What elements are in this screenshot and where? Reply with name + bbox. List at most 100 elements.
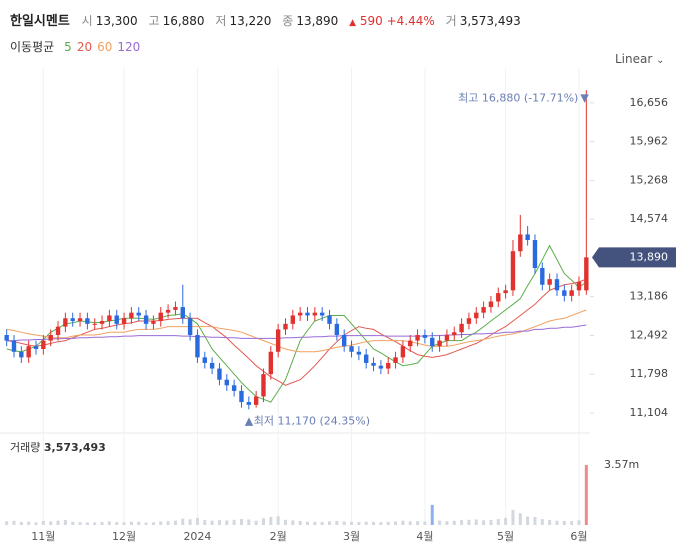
ma-line bbox=[6, 324, 587, 342]
candle-body bbox=[275, 329, 281, 352]
volume-bar bbox=[71, 521, 75, 525]
volume-bar bbox=[518, 513, 522, 525]
volume-bar bbox=[452, 520, 456, 525]
volume-bar bbox=[416, 521, 420, 525]
volume-bar bbox=[357, 522, 361, 525]
candle-body bbox=[496, 293, 501, 302]
y-tick-label: 16,656 bbox=[630, 96, 669, 109]
volume-bar bbox=[430, 504, 434, 525]
label: 종 bbox=[282, 14, 294, 28]
candle-body bbox=[85, 318, 90, 324]
volume-bar bbox=[232, 519, 236, 525]
legend-item[interactable]: 5 bbox=[64, 40, 72, 54]
volume-bar bbox=[203, 519, 207, 525]
candle-body bbox=[143, 315, 149, 324]
volume-bar bbox=[254, 520, 258, 525]
volume-bar bbox=[467, 519, 471, 525]
y-tick-label: 15,268 bbox=[630, 173, 669, 186]
candle-body bbox=[488, 301, 494, 308]
change-pct: +4.44% bbox=[386, 14, 435, 28]
legend-item[interactable]: 20 bbox=[76, 40, 93, 54]
candle-body bbox=[180, 307, 185, 319]
low-marker: ▲ bbox=[245, 414, 254, 427]
volume-bar bbox=[548, 519, 552, 525]
ma-line bbox=[6, 278, 587, 386]
candle-body bbox=[11, 340, 17, 352]
x-tick-label: 11월 bbox=[31, 530, 55, 543]
volume-bar bbox=[511, 509, 515, 525]
volume-bar bbox=[100, 521, 104, 525]
chevron: ⌄ bbox=[656, 55, 665, 66]
candle-body bbox=[129, 312, 134, 319]
candle-body bbox=[151, 321, 156, 324]
y-tick-label: 13,186 bbox=[630, 290, 669, 303]
candle-body bbox=[33, 346, 39, 349]
candle-body bbox=[99, 321, 105, 324]
open: 13,300 bbox=[95, 14, 138, 28]
volume-bar bbox=[27, 521, 31, 525]
candle-body bbox=[459, 323, 464, 333]
volume-title: 거래량 bbox=[10, 441, 40, 454]
candle-body bbox=[283, 323, 288, 330]
candle-body bbox=[4, 335, 9, 341]
price-tag bbox=[592, 247, 676, 268]
volume-bar bbox=[247, 519, 251, 525]
candle-body bbox=[114, 315, 119, 324]
volume-bar bbox=[93, 522, 97, 525]
volume-total: 3,573,493 bbox=[44, 441, 106, 454]
x-tick-label: 3월 bbox=[343, 530, 360, 543]
y-tick-label: 11,798 bbox=[630, 367, 669, 380]
candle-body bbox=[305, 312, 310, 316]
volume-bar bbox=[445, 521, 449, 525]
candle-body bbox=[356, 351, 362, 355]
volume-bar bbox=[63, 519, 67, 525]
volume-bar bbox=[401, 520, 405, 525]
scale-mode-label: Linear bbox=[615, 52, 653, 66]
y-tick-label: 12,492 bbox=[630, 328, 669, 341]
ma-legend[interactable]: 이동평균 5 20 60 120 bbox=[10, 38, 140, 55]
scale-mode[interactable]: Linear ⌄ bbox=[615, 52, 665, 66]
candle-body bbox=[400, 346, 406, 358]
volume-bar bbox=[526, 516, 530, 525]
candle-body bbox=[334, 323, 340, 336]
candle-body bbox=[474, 312, 479, 319]
label: 거 bbox=[445, 14, 457, 28]
volume-bar bbox=[460, 520, 464, 525]
volume-bar bbox=[283, 519, 287, 525]
volume-bar bbox=[577, 520, 581, 525]
candle-body bbox=[268, 351, 274, 375]
candle-body bbox=[319, 312, 325, 316]
legend-title: 이동평균 bbox=[10, 40, 55, 54]
volume-bar bbox=[34, 522, 38, 525]
legend-item[interactable]: 60 bbox=[97, 40, 113, 54]
volume-bar bbox=[85, 522, 89, 525]
high-annotation: 최고 16,880 (-17.71%) bbox=[458, 91, 578, 104]
volume-bar bbox=[56, 520, 60, 525]
x-tick-label: 6월 bbox=[570, 530, 587, 543]
volume-bar bbox=[408, 521, 412, 525]
volume-bar bbox=[342, 521, 346, 525]
volume-bar bbox=[298, 520, 302, 525]
candle-body bbox=[525, 234, 530, 241]
volume-bar bbox=[570, 521, 574, 525]
stock-name: 한일시멘트 bbox=[10, 14, 70, 29]
volume-bar bbox=[423, 521, 427, 525]
candle-body bbox=[312, 312, 318, 316]
candle-body bbox=[503, 290, 508, 294]
legend-item[interactable]: 120 bbox=[117, 40, 141, 54]
candle-body bbox=[158, 312, 163, 322]
up-arrow: ▲ bbox=[349, 18, 357, 28]
volume-bar bbox=[489, 519, 493, 525]
volume-bar bbox=[107, 521, 111, 525]
candle-body bbox=[92, 323, 97, 325]
volume-bar bbox=[291, 520, 295, 525]
candle-body bbox=[349, 346, 354, 352]
volume-tick-label: 3.57m bbox=[604, 458, 639, 471]
low-annotation: 최저 11,170 (24.35%) bbox=[254, 414, 370, 427]
volume-bar bbox=[379, 522, 383, 525]
price-tag-label: 13,890 bbox=[630, 250, 669, 263]
volume-bar bbox=[306, 521, 310, 525]
label: 저 bbox=[215, 14, 227, 28]
